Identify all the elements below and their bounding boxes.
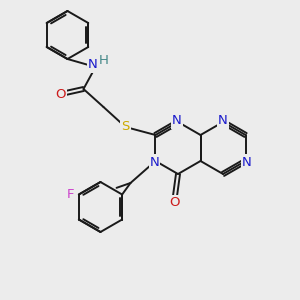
Text: O: O xyxy=(170,196,180,209)
Text: N: N xyxy=(242,155,251,169)
Text: N: N xyxy=(172,115,182,128)
Text: F: F xyxy=(67,188,75,201)
Text: N: N xyxy=(150,155,159,169)
Text: H: H xyxy=(98,53,108,67)
Text: O: O xyxy=(55,88,66,101)
Text: N: N xyxy=(88,58,98,71)
Text: N: N xyxy=(218,115,228,128)
Text: S: S xyxy=(121,121,130,134)
